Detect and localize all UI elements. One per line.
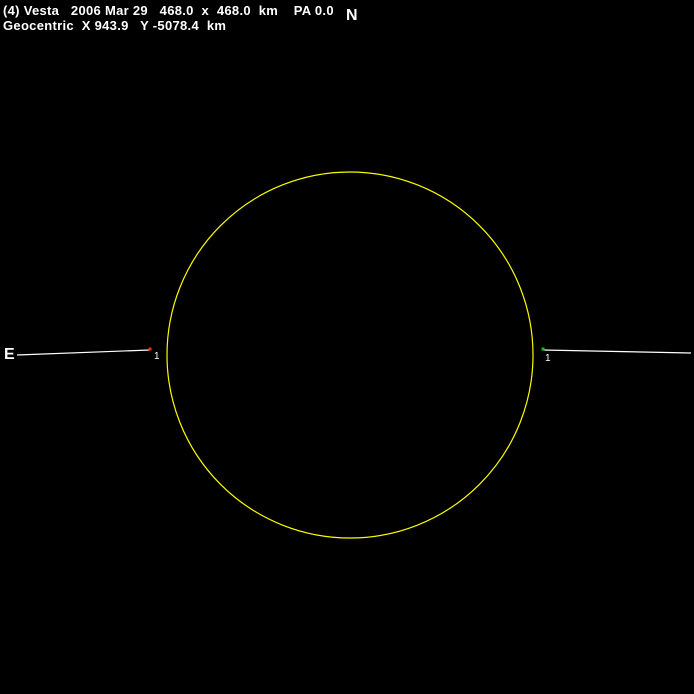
track-marker-label-right: 1	[545, 353, 551, 364]
plot-svg	[0, 0, 694, 694]
track-marker-label-left: 1	[154, 351, 160, 362]
track-line-right	[543, 350, 691, 353]
track-line-left	[17, 350, 150, 355]
track-marker-right	[542, 348, 545, 351]
track-marker-left	[149, 348, 152, 351]
tracks-group	[17, 348, 691, 356]
body-outline	[167, 172, 533, 538]
occultation-plot: (4) Vesta 2006 Mar 29 468.0 x 468.0 km P…	[0, 0, 694, 694]
